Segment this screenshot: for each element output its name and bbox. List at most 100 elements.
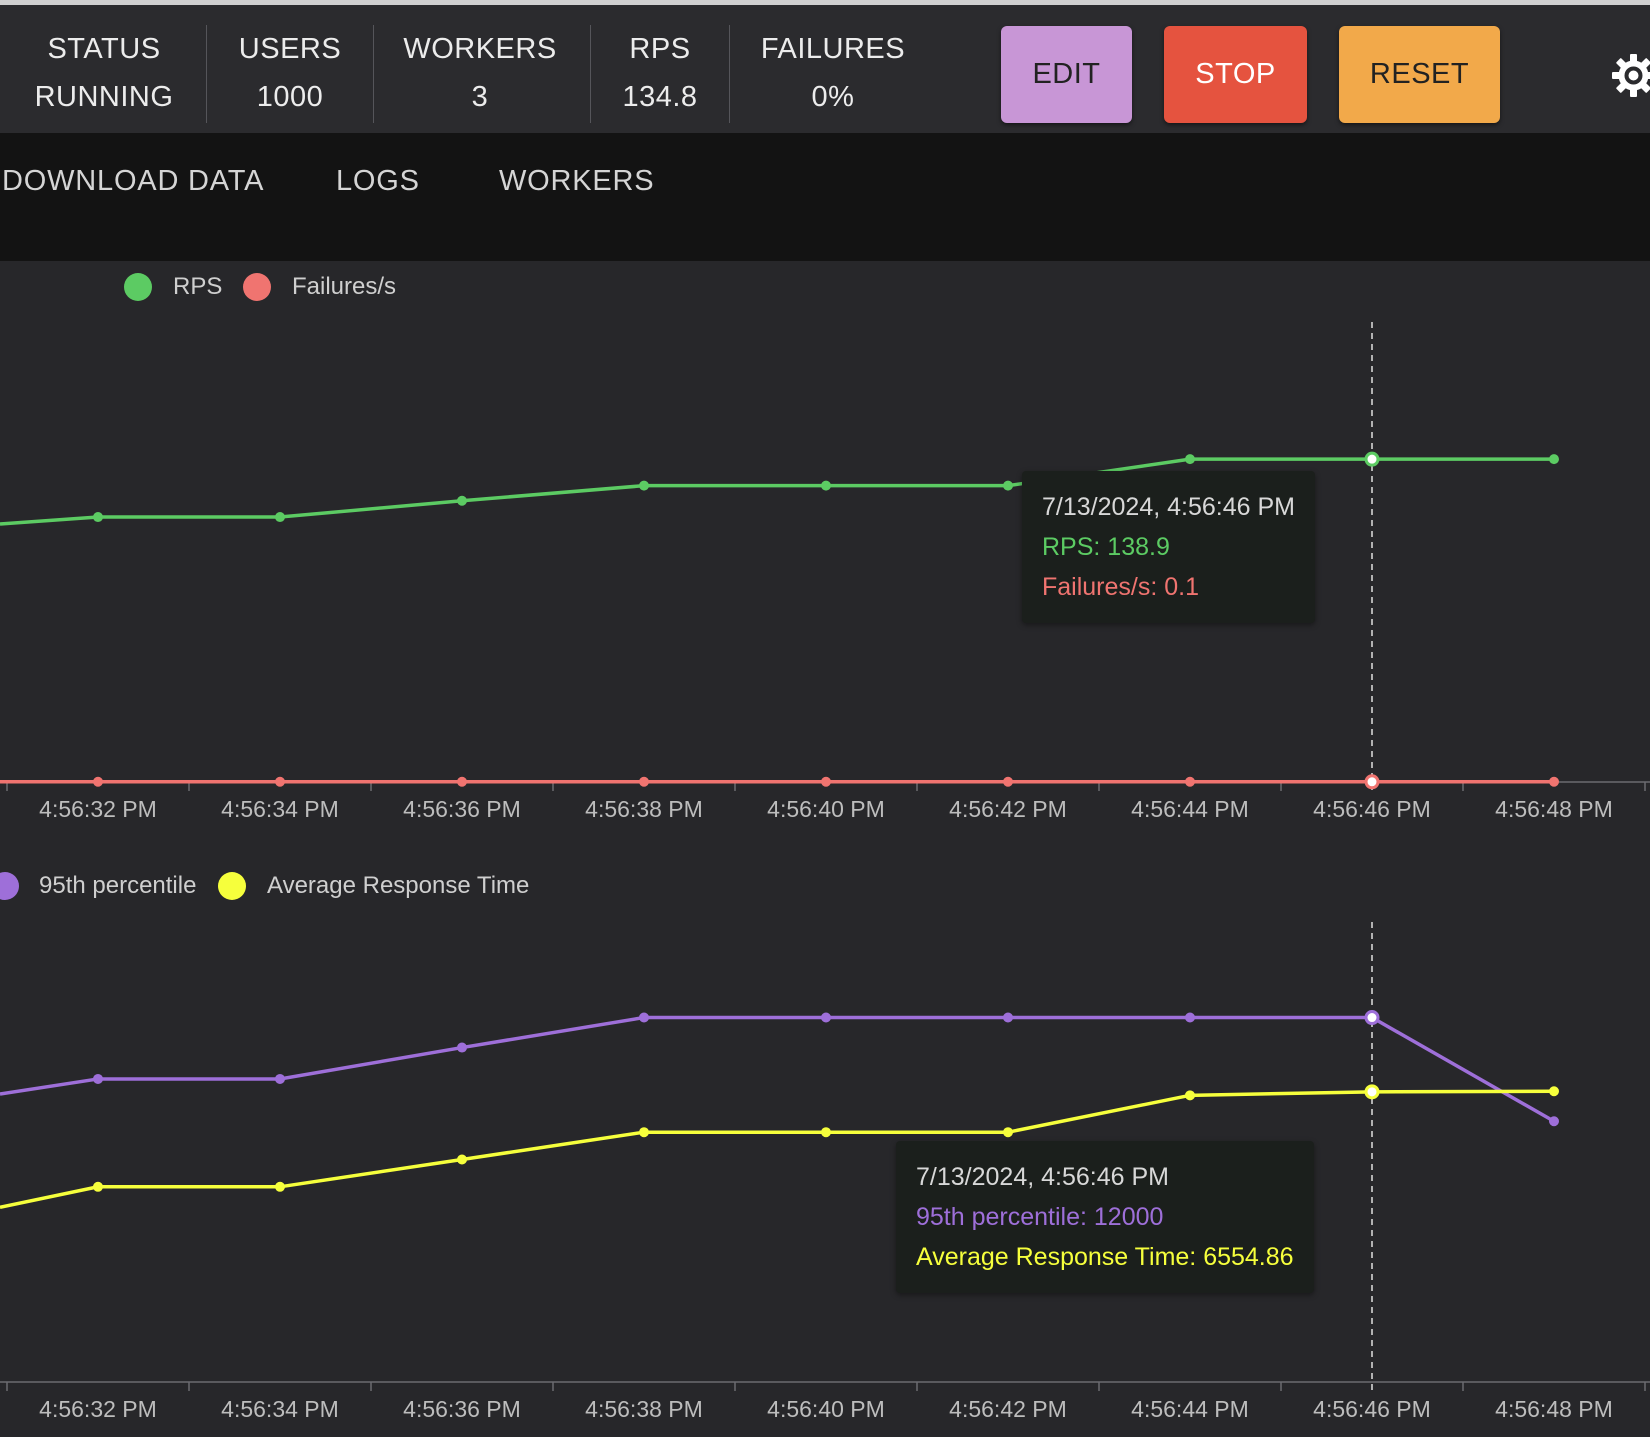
x-tick-label: 4:56:34 PM: [221, 1396, 339, 1422]
x-tick-label: 4:56:44 PM: [1131, 1396, 1249, 1422]
data-point: [1185, 454, 1195, 465]
rps-chart-plot: 4:56:32 PM 4:56:34 PM 4:56:36 PM 4:56:38 PM…: [0, 322, 1650, 822]
x-tick-label: 4:56:46 PM: [1313, 1396, 1431, 1422]
legend-p95-dot[interactable]: [0, 872, 19, 900]
data-point: [1549, 1116, 1559, 1127]
stat-status: STATUS RUNNING: [14, 25, 194, 125]
response-time-chart: 95th percentile Average Response Time 4:…: [0, 862, 1650, 1437]
data-point: [1549, 776, 1559, 787]
divider: [729, 25, 730, 123]
stat-label: FAILURES: [760, 33, 906, 65]
data-point: [1185, 1090, 1195, 1101]
x-tick-label: 4:56:42 PM: [949, 796, 1067, 822]
tooltip-failures: Failures/s: 0.1: [1042, 573, 1200, 601]
rps-chart: RPS Failures/s 4:56:32 PM 4:56:34 PM 4:56:…: [0, 262, 1650, 822]
tooltip-title: 7/13/2024, 4:56:46 PM: [916, 1163, 1169, 1191]
stat-value: 134.8: [622, 81, 698, 113]
legend-failures-label[interactable]: Failures/s: [292, 273, 397, 300]
data-point: [457, 1042, 467, 1053]
data-point: [93, 1181, 103, 1192]
data-point: [639, 1127, 649, 1138]
data-point: [275, 512, 285, 523]
response-time-chart-plot: 4:56:32 PM 4:56:34 PM 4:56:36 PM 4:56:38 PM…: [0, 922, 1650, 1422]
x-tick-label: 4:56:38 PM: [585, 796, 703, 822]
data-point: [457, 495, 467, 506]
x-tick-label: 4:56:34 PM: [221, 796, 339, 822]
top-border: [0, 0, 1650, 5]
stop-button[interactable]: STOP: [1164, 26, 1307, 123]
stat-value: RUNNING: [34, 81, 174, 113]
data-point: [457, 1154, 467, 1165]
data-point: [457, 776, 467, 787]
data-point: [93, 512, 103, 523]
data-point: [1364, 1010, 1380, 1026]
data-point: [275, 1073, 285, 1084]
x-tick-label: 4:56:44 PM: [1131, 796, 1249, 822]
legend-p95-label[interactable]: 95th percentile: [39, 872, 197, 899]
divider: [373, 25, 374, 123]
x-tick-label: 4:56:42 PM: [949, 1396, 1067, 1422]
stat-label: STATUS: [47, 33, 161, 65]
edit-button[interactable]: EDIT: [1001, 26, 1132, 123]
tab-workers[interactable]: WORKERS: [499, 165, 655, 197]
legend-rps-label[interactable]: RPS: [173, 273, 223, 300]
legend-rps-dot[interactable]: [124, 273, 152, 301]
data-point: [275, 776, 285, 787]
gear-icon[interactable]: [1611, 53, 1650, 98]
x-tick-label: 4:56:48 PM: [1495, 1396, 1613, 1422]
stat-rps: RPS 134.8: [600, 25, 720, 125]
data-point: [93, 1073, 103, 1084]
data-point: [1003, 480, 1013, 491]
tooltip-p95: 95th percentile: 12000: [916, 1203, 1164, 1231]
x-tick-label: 4:56:40 PM: [767, 796, 885, 822]
data-point: [1549, 1086, 1559, 1097]
data-point: [275, 1181, 285, 1192]
x-tick-label: 4:56:48 PM: [1495, 796, 1613, 822]
data-point: [1364, 774, 1380, 790]
tooltip-avg: Average Response Time: 6554.86: [916, 1243, 1294, 1271]
stat-value: 1000: [256, 81, 324, 113]
data-point: [1364, 451, 1380, 467]
data-point: [1549, 454, 1559, 465]
legend-avg-label[interactable]: Average Response Time: [267, 872, 530, 899]
data-point: [821, 776, 831, 787]
series-line-1: [0, 457, 1554, 526]
divider: [206, 25, 207, 123]
data-point: [821, 480, 831, 491]
tooltip-title: 7/13/2024, 4:56:46 PM: [1042, 493, 1295, 521]
x-tick-label: 4:56:46 PM: [1313, 796, 1431, 822]
data-point: [1364, 1084, 1380, 1100]
tab-download-data[interactable]: DOWNLOAD DATA: [2, 165, 265, 197]
data-point: [639, 1012, 649, 1023]
stat-workers: WORKERS 3: [390, 25, 570, 125]
legend-avg-dot[interactable]: [218, 872, 246, 900]
nav-tabs: DOWNLOAD DATA LOGS WORKERS: [0, 133, 1650, 261]
stat-users: USERS 1000: [220, 25, 360, 125]
data-point: [1185, 1012, 1195, 1023]
stat-failures: FAILURES 0%: [748, 25, 918, 125]
series-line-2: [0, 1089, 1555, 1209]
tooltip-rps: RPS: 138.9: [1042, 533, 1170, 561]
stat-label: WORKERS: [403, 33, 557, 65]
x-tick-label: 4:56:32 PM: [39, 1396, 157, 1422]
x-tick-label: 4:56:36 PM: [403, 796, 521, 822]
data-point: [1003, 776, 1013, 787]
x-tick-label: 4:56:38 PM: [585, 1396, 703, 1422]
legend-failures-dot[interactable]: [243, 273, 271, 301]
data-point: [93, 776, 103, 787]
stat-value: 3: [471, 81, 489, 113]
data-point: [821, 1127, 831, 1138]
chart-tooltip: 7/13/2024, 4:56:46 PM 95th percentile: 1…: [896, 1141, 1314, 1293]
tab-logs[interactable]: LOGS: [336, 165, 420, 197]
header-bar: STATUS RUNNING USERS 1000 WORKERS 3 RPS …: [0, 5, 1650, 133]
x-tick-label: 4:56:36 PM: [403, 1396, 521, 1422]
data-point: [1185, 776, 1195, 787]
data-point: [821, 1012, 831, 1023]
stat-value: 0%: [811, 81, 855, 113]
data-point: [639, 480, 649, 491]
reset-button[interactable]: RESET: [1339, 26, 1500, 123]
divider: [590, 25, 591, 123]
stat-label: RPS: [629, 33, 691, 65]
x-tick-label: 4:56:40 PM: [767, 1396, 885, 1422]
chart-tooltip: 7/13/2024, 4:56:46 PM RPS: 138.9 Failure…: [1022, 471, 1315, 623]
